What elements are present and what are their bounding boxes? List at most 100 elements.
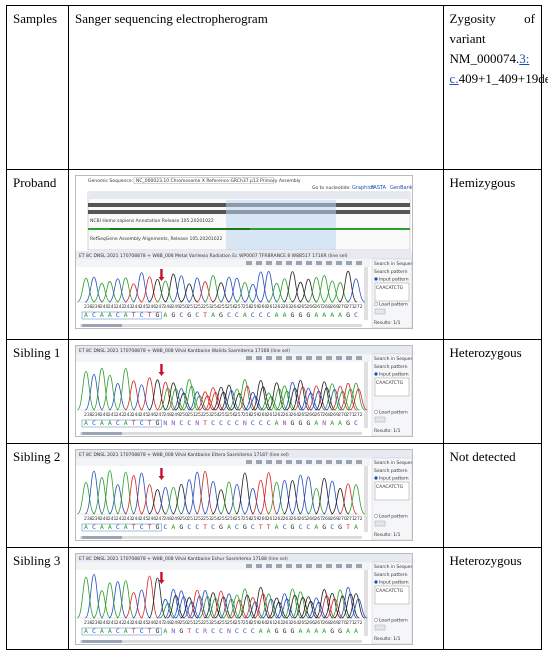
trace-peak — [339, 270, 358, 303]
base-call: G — [156, 311, 160, 319]
breakpoint-arrow-head — [158, 580, 165, 584]
trace-peak — [230, 599, 249, 619]
base-call: C — [235, 523, 239, 531]
position-number: 241 — [108, 304, 117, 310]
trace-title-bar — [76, 450, 413, 458]
position-number: 241 — [108, 620, 117, 626]
pattern-value: CAACATCTG — [376, 285, 404, 291]
pattern-input — [374, 481, 410, 501]
toolbar-icon — [256, 564, 263, 568]
base-call: C — [259, 419, 263, 427]
trace-peak — [317, 387, 336, 411]
trace-peak — [100, 582, 119, 619]
base-call: A — [108, 523, 112, 531]
load-pattern-radio — [374, 302, 378, 306]
trace-peak — [235, 588, 254, 619]
trace-peak — [278, 390, 296, 411]
trace-title: ET 8C DNSL 2021 170708878 + W8B_008 Viha… — [79, 556, 288, 562]
position-number: 261 — [267, 516, 276, 522]
position-number: 262 — [275, 516, 284, 522]
trace-peak — [309, 601, 328, 619]
row-sample-sibling2: Sibling 2 — [5, 443, 70, 548]
base-call: C — [140, 523, 144, 531]
position-number: 258 — [243, 304, 252, 310]
load-pattern-label: Load pattern — [379, 514, 408, 520]
trace-toolbar — [76, 259, 371, 267]
pattern-input — [374, 282, 410, 302]
position-number: 271 — [346, 412, 355, 418]
base-call: C — [211, 523, 215, 531]
trace-peak — [212, 489, 231, 515]
base-call: A — [163, 311, 167, 319]
position-number: 249 — [171, 620, 180, 626]
base-call: A — [163, 627, 167, 635]
query-highlight — [81, 523, 162, 532]
base-call: C — [92, 627, 96, 635]
position-number: 242 — [116, 412, 125, 418]
trace-peak — [222, 598, 241, 619]
position-number: 238 — [84, 620, 93, 626]
position-number: 271 — [346, 620, 355, 626]
accession-link-part-b[interactable]: 3: — [519, 51, 530, 67]
position-number: 266 — [306, 412, 315, 418]
toolbar-icon — [356, 460, 363, 464]
position-number: 270 — [338, 620, 347, 626]
base-call: A — [84, 627, 88, 635]
base-call: T — [346, 523, 350, 531]
base-call: A — [100, 311, 104, 319]
base-call: A — [124, 523, 128, 531]
trace-peak — [196, 281, 215, 303]
position-number: 264 — [291, 516, 300, 522]
toolbar-icon — [346, 564, 353, 568]
base-call: C — [243, 627, 247, 635]
trace-hscroll-thumb — [82, 536, 123, 539]
position-number: 247 — [156, 516, 165, 522]
breakpoint-arrow-shaft — [160, 364, 163, 372]
base-call: N — [283, 419, 287, 427]
base-call: G — [299, 311, 303, 319]
base-call: T — [132, 311, 136, 319]
header-samples: Samples — [5, 5, 70, 170]
position-number: 238 — [84, 304, 93, 310]
accession-link-part-c[interactable]: c. — [449, 71, 459, 87]
position-number: 241 — [108, 412, 117, 418]
toolbar-icon — [336, 261, 343, 265]
trace-hscroll — [80, 536, 363, 539]
base-call: T — [132, 523, 136, 531]
base-call: A — [227, 523, 231, 531]
trace-peak — [228, 388, 246, 411]
load-pattern-label: Load pattern — [379, 302, 408, 308]
position-number: 255 — [219, 412, 228, 418]
base-call: A — [314, 627, 318, 635]
position-number: 246 — [148, 304, 157, 310]
base-call: A — [267, 627, 271, 635]
trace-peak — [347, 382, 366, 411]
base-call: G — [338, 627, 342, 635]
trace-peak — [214, 596, 233, 619]
trace-peak — [100, 374, 119, 411]
pattern-value: CAACATCTG — [376, 484, 404, 490]
base-call: C — [251, 311, 255, 319]
base-call: A — [100, 523, 104, 531]
base-call: A — [314, 311, 318, 319]
toolbar-icon — [296, 564, 303, 568]
trace-peak — [148, 489, 167, 515]
position-number: 271 — [346, 516, 355, 522]
trace-peak — [108, 484, 127, 515]
base-call: A — [84, 419, 88, 427]
position-number: 240 — [100, 412, 109, 418]
input-pattern-radio — [374, 476, 378, 480]
toolbar-icon — [286, 261, 293, 265]
gene-track-label-2: RefSeqGene Assembly Alignments, Release … — [90, 236, 223, 242]
toolbar-icon — [266, 460, 273, 464]
selection-region — [226, 200, 337, 250]
base-call: G — [283, 627, 287, 635]
position-number: 239 — [92, 304, 101, 310]
base-call: G — [322, 523, 326, 531]
base-call: T — [148, 419, 152, 427]
base-call: C — [235, 419, 239, 427]
base-call: A — [243, 311, 247, 319]
trace-peak — [259, 392, 278, 411]
position-number: 256 — [227, 304, 236, 310]
position-number: 254 — [211, 620, 220, 626]
